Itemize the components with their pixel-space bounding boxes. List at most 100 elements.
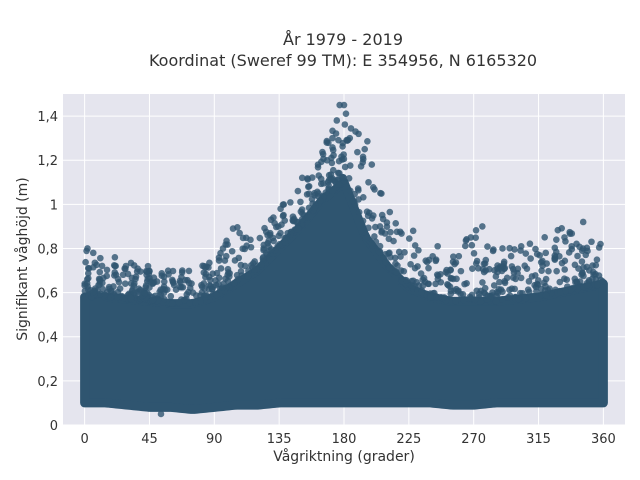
data-point <box>434 242 441 250</box>
data-point <box>335 181 342 188</box>
data-point <box>270 237 277 245</box>
data-point <box>410 252 418 259</box>
data-point <box>500 258 508 266</box>
data-point <box>414 263 421 270</box>
data-point <box>280 201 288 208</box>
data-point <box>98 262 106 270</box>
data-point <box>149 296 157 304</box>
data-point <box>294 187 302 195</box>
data-point <box>449 275 457 283</box>
data-point <box>415 246 422 254</box>
data-point <box>277 229 284 237</box>
data-point <box>235 254 243 262</box>
data-point <box>504 294 512 301</box>
data-point <box>124 270 132 278</box>
data-point <box>578 247 586 254</box>
data-point <box>517 247 524 254</box>
data-point <box>165 271 172 278</box>
data-point <box>103 272 111 280</box>
data-point <box>228 247 236 255</box>
data-point <box>403 276 410 284</box>
data-point <box>226 273 233 280</box>
data-point <box>472 234 479 242</box>
data-point <box>359 159 367 166</box>
data-point <box>346 134 354 142</box>
data-point <box>532 283 540 291</box>
data-point <box>314 188 321 196</box>
data-point <box>499 288 506 296</box>
data-point <box>247 262 255 269</box>
data-point <box>376 223 384 230</box>
data-point <box>189 289 197 296</box>
data-point <box>499 245 506 252</box>
data-point <box>339 143 346 150</box>
data-point <box>340 101 348 109</box>
data-point <box>305 182 313 190</box>
data-point <box>532 245 539 253</box>
data-point <box>119 271 127 279</box>
data-point <box>107 294 115 301</box>
data-point <box>264 231 271 239</box>
data-point <box>303 191 311 198</box>
data-point <box>386 264 393 272</box>
data-point <box>192 299 199 306</box>
data-point <box>359 217 367 225</box>
data-point <box>349 197 357 205</box>
data-point <box>536 252 544 259</box>
data-point <box>89 249 97 257</box>
data-point <box>392 220 400 227</box>
data-point <box>496 278 503 286</box>
data-point <box>101 291 109 299</box>
data-point <box>378 190 385 197</box>
data-point <box>551 254 559 261</box>
data-point <box>84 264 92 272</box>
data-point <box>304 175 311 182</box>
data-point <box>433 271 441 278</box>
data-point <box>178 283 185 291</box>
data-point <box>168 276 176 284</box>
data-point <box>144 262 152 270</box>
x-tick-label: 180 <box>332 432 357 447</box>
data-point <box>238 272 245 279</box>
data-point <box>470 250 478 257</box>
data-point <box>200 262 208 270</box>
data-point <box>460 297 467 304</box>
data-point <box>202 270 210 278</box>
data-point <box>450 253 457 260</box>
data-point <box>378 211 386 219</box>
data-point <box>259 255 267 262</box>
data-point <box>553 267 560 275</box>
data-point <box>417 270 425 277</box>
data-point <box>589 262 596 269</box>
data-point <box>413 279 421 286</box>
x-tick-label: 270 <box>461 432 486 447</box>
data-point <box>527 255 534 262</box>
data-point <box>359 153 367 161</box>
data-point <box>135 285 143 293</box>
data-point <box>217 265 225 272</box>
data-point <box>554 226 562 234</box>
data-point <box>186 299 194 307</box>
data-point <box>479 265 487 273</box>
data-point <box>371 233 378 240</box>
data-point <box>452 297 460 305</box>
data-point <box>180 296 188 304</box>
data-point <box>345 174 353 182</box>
data-point <box>340 174 347 181</box>
data-point <box>499 295 506 303</box>
data-point <box>407 260 414 268</box>
y-tick-label: 0 <box>50 419 58 434</box>
data-point <box>260 246 267 254</box>
data-point <box>496 265 504 272</box>
data-point <box>556 278 564 286</box>
data-point <box>157 410 165 418</box>
data-point <box>247 236 254 244</box>
data-point <box>525 278 533 285</box>
data-point <box>111 269 119 276</box>
data-point <box>121 280 129 287</box>
data-point <box>364 212 372 220</box>
data-point <box>484 243 491 250</box>
data-point <box>368 161 376 168</box>
data-point <box>217 249 224 257</box>
data-point <box>583 282 591 289</box>
